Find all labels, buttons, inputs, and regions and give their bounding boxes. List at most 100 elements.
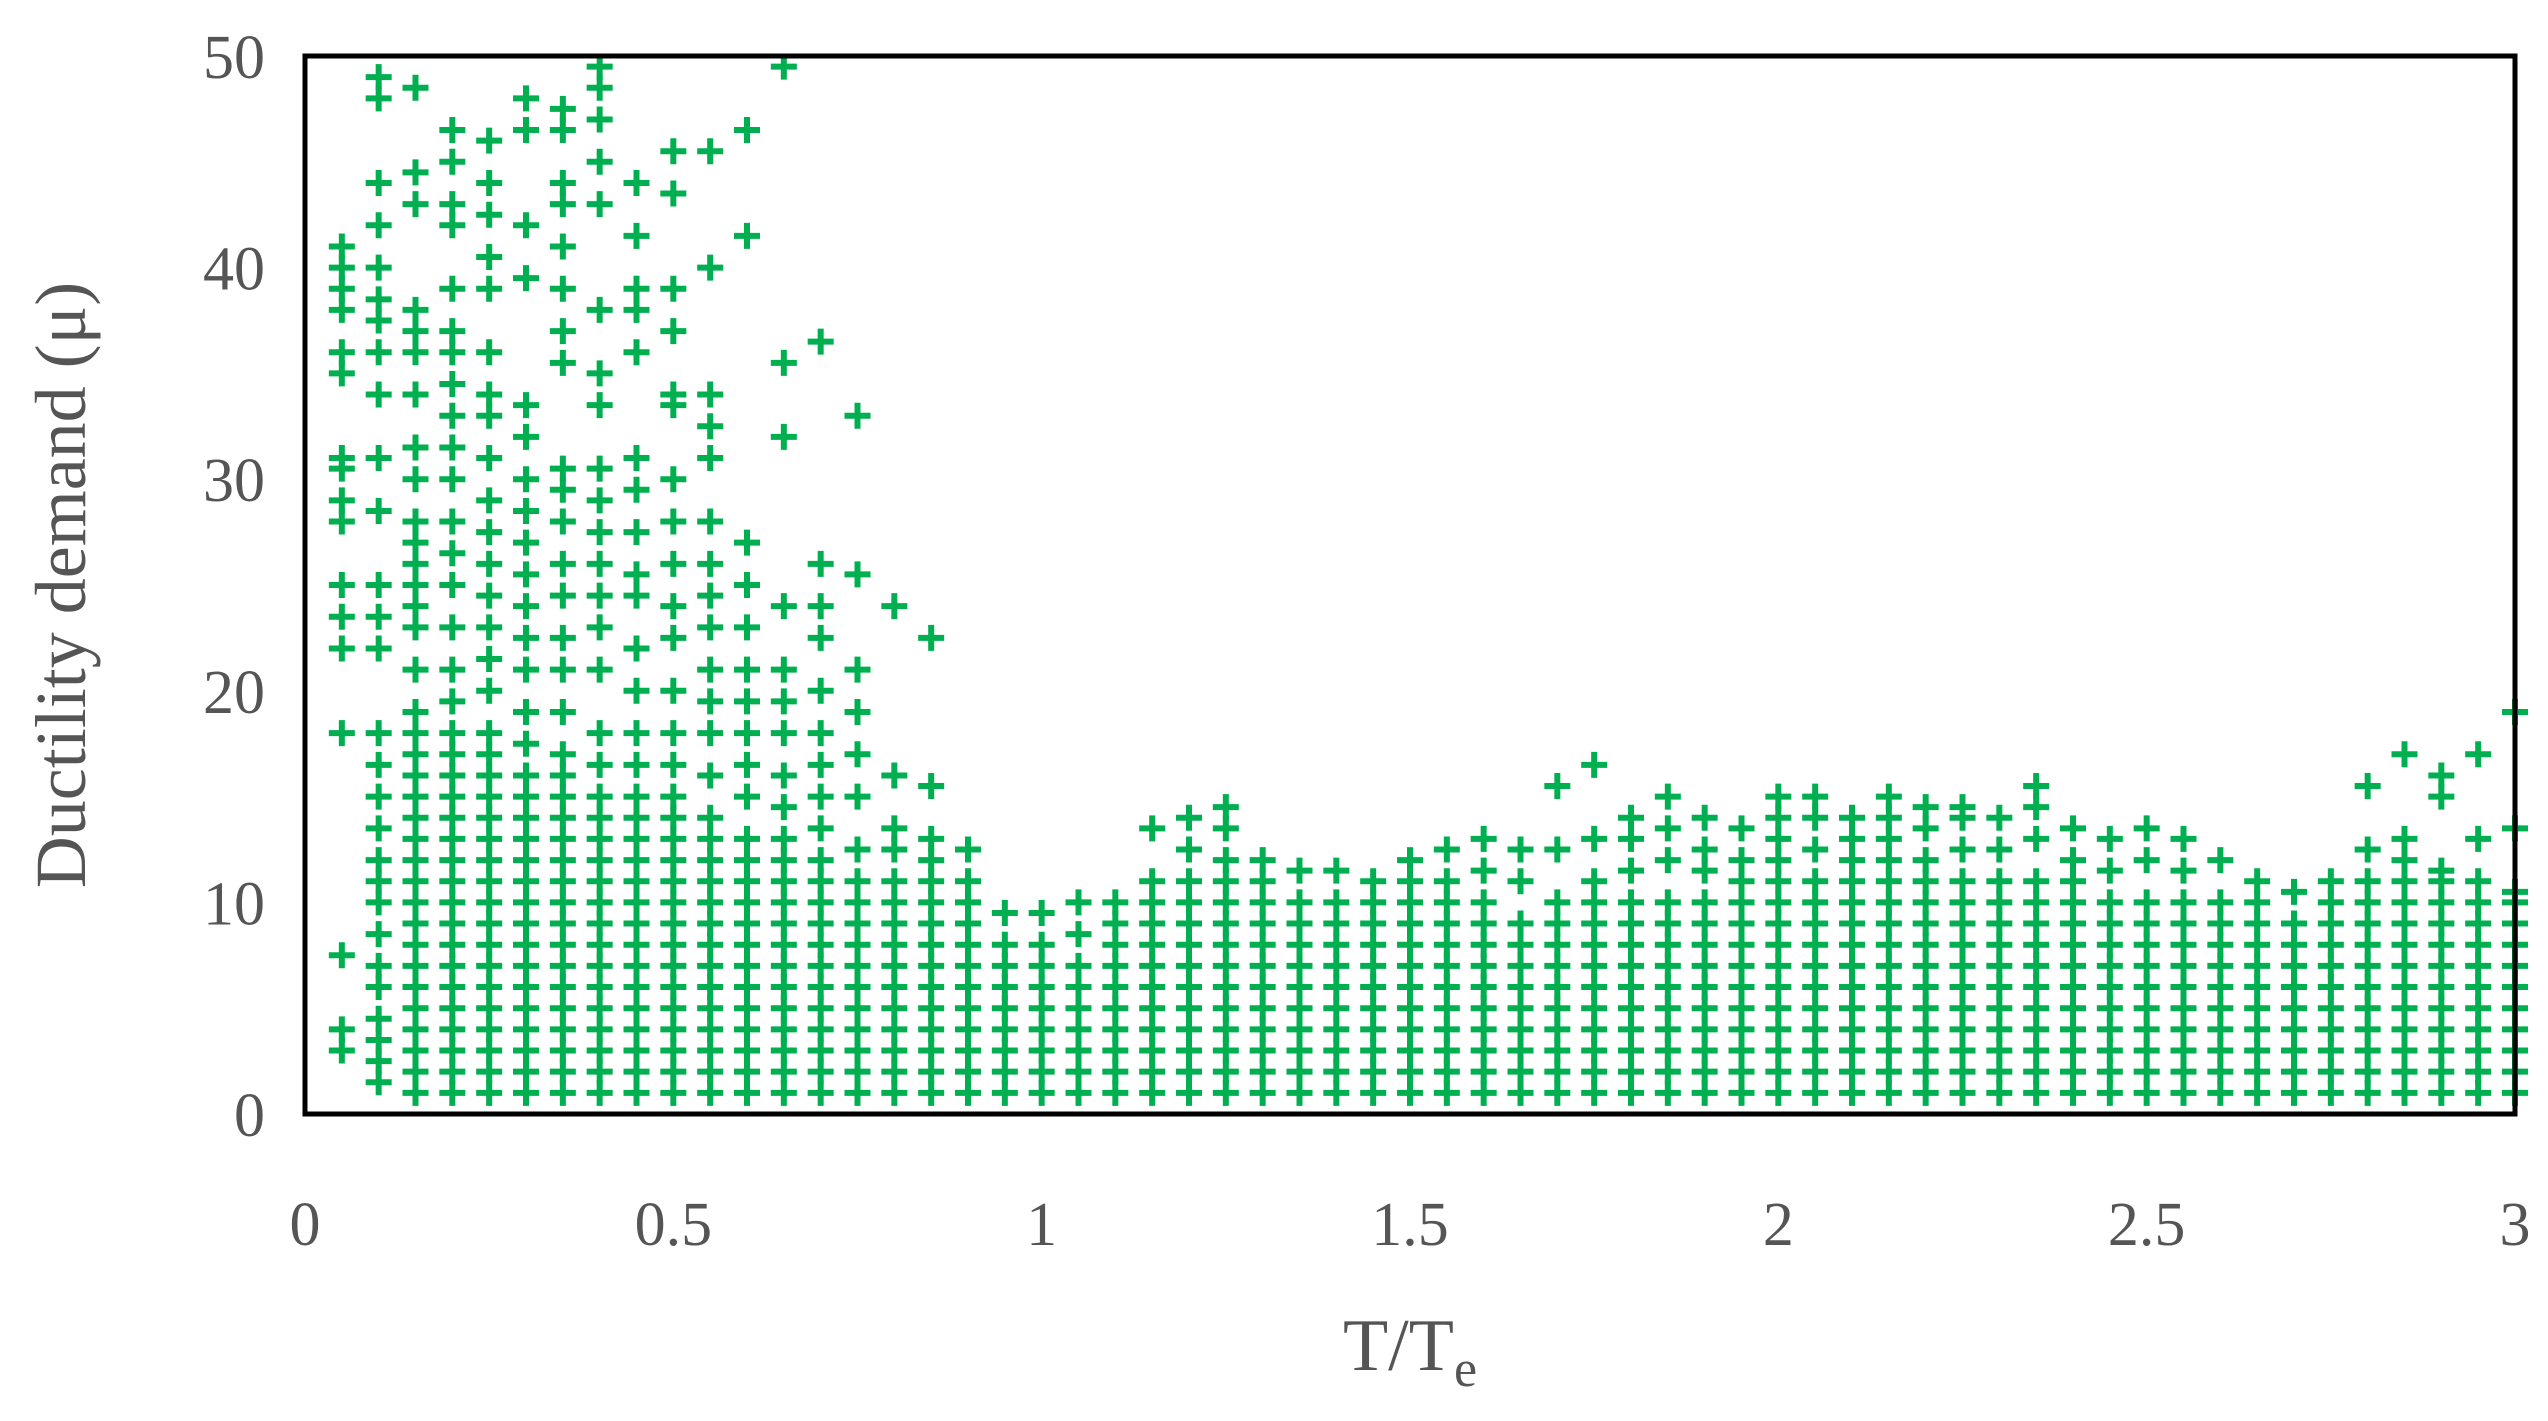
point	[1949, 836, 1976, 863]
point	[734, 783, 760, 810]
point	[328, 339, 355, 366]
point	[1065, 889, 1092, 916]
point	[439, 148, 466, 175]
point	[439, 370, 466, 397]
point	[623, 783, 650, 810]
point	[365, 497, 392, 524]
plot-area	[328, 53, 2528, 1106]
point	[1581, 868, 1608, 895]
point	[365, 603, 392, 630]
point	[1912, 794, 1939, 821]
point	[2096, 825, 2123, 852]
point	[328, 942, 355, 969]
point	[623, 519, 650, 546]
point	[844, 783, 871, 810]
point	[1139, 815, 1166, 842]
point	[697, 582, 724, 609]
point	[1912, 847, 1939, 874]
point	[807, 815, 834, 842]
point	[513, 561, 539, 588]
point	[1065, 952, 1092, 979]
x-tick-label: 2.5	[2108, 1191, 2186, 1259]
point	[955, 836, 981, 863]
point	[1986, 836, 2013, 863]
point	[660, 381, 687, 408]
y-tick-label: 40	[203, 236, 265, 304]
point	[2133, 847, 2160, 874]
point	[586, 614, 613, 641]
point	[439, 117, 466, 144]
y-tick-label: 50	[203, 24, 265, 92]
point	[439, 720, 466, 747]
point	[549, 550, 576, 577]
point	[1654, 889, 1681, 916]
point	[476, 582, 503, 609]
y-tick-label: 0	[234, 1082, 265, 1150]
point	[586, 360, 613, 387]
plot-frame	[302, 53, 2518, 1117]
point	[1618, 857, 1644, 884]
point	[1581, 751, 1608, 778]
point	[1691, 804, 1718, 831]
point	[1249, 847, 1276, 874]
point	[881, 868, 908, 895]
point	[549, 508, 576, 535]
point	[513, 423, 539, 450]
point	[623, 169, 650, 196]
point	[476, 445, 503, 472]
point	[770, 423, 797, 450]
point	[918, 825, 945, 852]
point	[2354, 868, 2381, 895]
point	[365, 64, 392, 91]
point	[844, 561, 871, 588]
point	[402, 466, 429, 493]
point	[402, 159, 429, 186]
point	[365, 720, 392, 747]
point	[734, 572, 760, 598]
point	[1654, 815, 1681, 842]
point	[1986, 868, 2013, 895]
point	[770, 593, 797, 620]
point	[1949, 868, 1976, 895]
point	[586, 720, 613, 747]
point	[1323, 889, 1350, 916]
point	[1691, 889, 1718, 916]
point	[1949, 794, 1976, 821]
point	[1544, 773, 1571, 800]
point	[365, 1005, 392, 1032]
point	[1065, 921, 1092, 948]
point	[439, 572, 466, 598]
point	[697, 762, 724, 789]
point	[439, 434, 466, 461]
point	[586, 455, 613, 482]
point	[328, 635, 355, 662]
point	[586, 656, 613, 683]
point	[2060, 815, 2086, 842]
point	[1433, 836, 1460, 863]
point	[476, 169, 503, 196]
point	[2354, 836, 2381, 863]
point	[328, 487, 355, 514]
point	[734, 222, 760, 249]
point	[439, 402, 466, 429]
point	[365, 815, 392, 842]
point	[549, 741, 576, 768]
point	[660, 783, 687, 810]
point	[1728, 815, 1755, 842]
point	[513, 265, 539, 292]
point	[1544, 836, 1571, 863]
point	[697, 688, 724, 715]
point	[439, 656, 466, 683]
point	[881, 593, 908, 620]
point	[586, 487, 613, 514]
point	[1470, 889, 1497, 916]
point	[365, 751, 392, 778]
point	[1102, 889, 1129, 916]
point	[660, 677, 687, 704]
point	[660, 508, 687, 535]
point	[1691, 836, 1718, 863]
point	[807, 624, 834, 651]
point	[439, 614, 466, 641]
point	[807, 593, 834, 620]
